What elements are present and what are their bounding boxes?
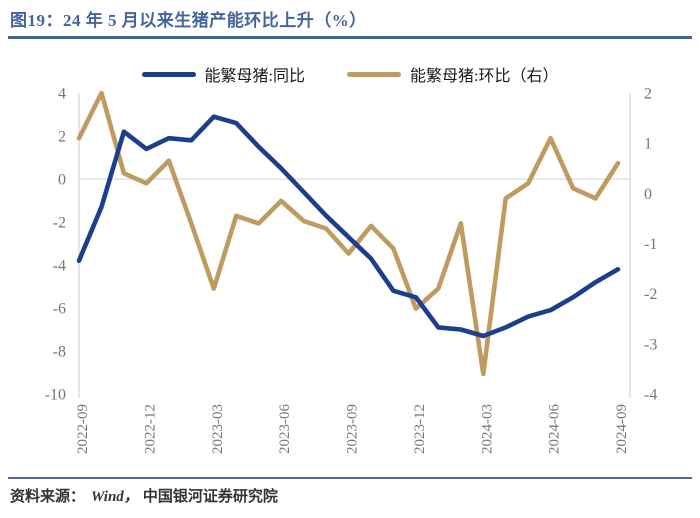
left-axis-tick-label: -10 xyxy=(45,387,66,404)
legend-item-yoy: 能繁母猪:同比 xyxy=(141,62,305,86)
left-axis-tick-label: 0 xyxy=(58,172,66,189)
figure-title: 图19：24 年 5 月以来生猪产能环比上升（%） xyxy=(10,11,367,30)
x-axis-tick-label: 2023-03 xyxy=(210,404,226,454)
series-line-mom xyxy=(76,90,621,377)
source-note: 资料来源： Wind， 中国银河证券研究院 xyxy=(10,485,278,506)
x-axis-tick-label: 2024-03 xyxy=(479,404,495,454)
source-wind: Wind， xyxy=(91,489,139,505)
right-axis-tick-label: -2 xyxy=(644,286,657,303)
left-axis-tick-label: -4 xyxy=(53,258,66,275)
footer-divider xyxy=(8,477,692,479)
right-axis-tick-label: -1 xyxy=(644,236,657,253)
right-axis-tick-label: -4 xyxy=(644,387,657,404)
right-axis-tick-label: 2 xyxy=(644,86,652,103)
x-axis-tick-label: 2024-09 xyxy=(614,404,630,454)
legend-line-swatch-mom xyxy=(347,71,401,77)
source-prefix: 资料来源： xyxy=(10,489,86,505)
left-axis-tick-label: -6 xyxy=(53,301,66,318)
right-axis-tick-label: -3 xyxy=(644,336,657,353)
legend-label-mom: 能繁母猪:环比（右） xyxy=(410,68,559,85)
x-axis-tick-label: 2023-09 xyxy=(345,404,361,454)
legend-item-mom: 能繁母猪:环比（右） xyxy=(347,62,558,86)
title-divider xyxy=(8,36,692,39)
legend-line-swatch-yoy xyxy=(141,71,196,77)
x-axis-tick-label: 2023-06 xyxy=(277,404,293,454)
x-axis-tick-label: 2023-12 xyxy=(412,404,428,454)
source-institution: 中国银河证券研究院 xyxy=(142,489,278,505)
figure-title-row: 图19：24 年 5 月以来生猪产能环比上升（%） xyxy=(10,6,694,31)
legend-label-yoy: 能繁母猪:同比 xyxy=(204,68,305,85)
left-axis-tick-label: 4 xyxy=(58,86,66,103)
x-axis-tick-label: 2022-12 xyxy=(142,404,158,454)
left-axis-tick-label: -8 xyxy=(53,344,66,361)
right-axis-tick-label: 0 xyxy=(644,186,652,203)
x-axis-tick-label: 2022-09 xyxy=(75,404,91,454)
right-axis-tick-label: 1 xyxy=(644,136,652,153)
left-axis-tick-label: 2 xyxy=(58,129,66,146)
x-axis-tick-label: 2024-06 xyxy=(547,404,563,454)
series-line-yoy xyxy=(76,114,621,339)
chart-legend: 能繁母猪:同比 能繁母猪:环比（右） xyxy=(0,62,700,86)
left-axis-tick-label: -2 xyxy=(53,215,66,232)
